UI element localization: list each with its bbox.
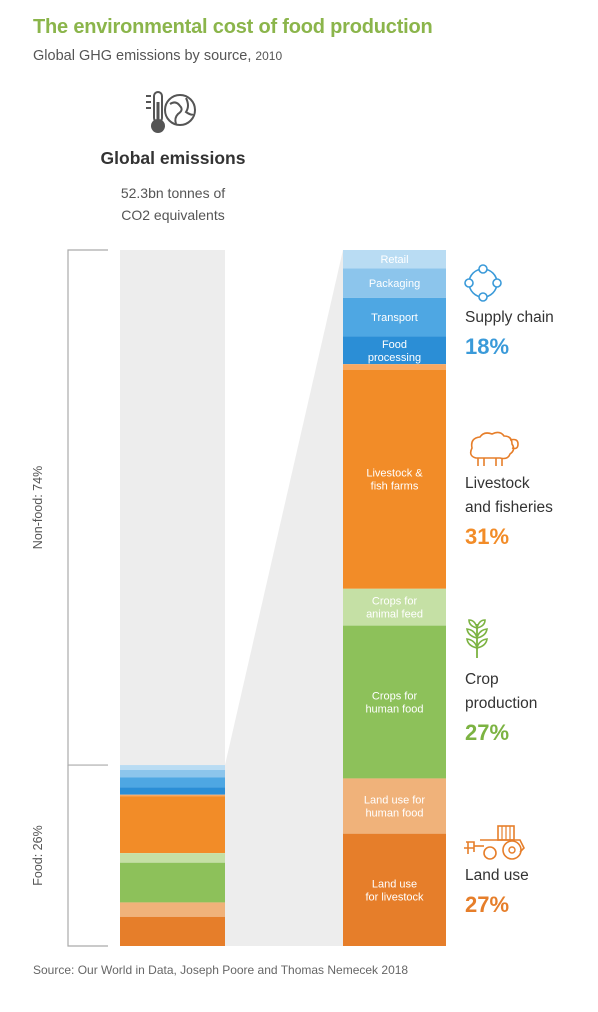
food-bar-segment [120,787,225,795]
thermometer-globe-icon [146,91,196,133]
category-percent: 27% [465,892,510,917]
category-name: Supply chain [465,309,554,326]
category-name: Crop [465,671,499,688]
sheep-icon [469,431,519,466]
segment-label: Food [382,339,407,351]
detail-bar-segment [343,297,446,337]
food-bar-segment [120,902,225,917]
food-bracket [67,765,108,947]
category-percent: 27% [465,720,510,745]
food-bar-segment [120,862,225,903]
segment-label: Land use [372,878,417,890]
detail-bar-segment [343,336,446,365]
category-livestock: Livestock and fisheries 31% [465,472,553,550]
category-name-line2: production [465,695,538,712]
category-name-line2: and fisheries [465,499,553,516]
segment-label: human food [365,704,423,716]
segment-label: Crops for [372,691,418,703]
segment-label: fish farms [371,481,419,493]
global-emissions-line2: CO2 equivalents [121,207,225,223]
global-emissions-line1: 52.3bn tonnes of [120,185,226,201]
bar-segment-non-food [120,250,225,766]
segment-label: Transport [371,312,418,324]
category-crop-production: Crop production 27% [465,668,537,746]
non-food-label: Non-food: 74% [31,466,45,549]
detail-bar-segment [343,833,446,946]
chart-subtitle: Global GHG emissions by source, 2010 [33,48,282,64]
source-note: Source: Our World in Data, Joseph Poore … [33,963,409,977]
global-emissions-value: 52.3bn tonnes of CO2 equivalents [73,182,273,226]
detail-bar-segment [343,369,446,589]
detail-bar-segment [343,250,446,269]
segment-label: Land use for [364,795,425,807]
subtitle-year: 2010 [255,49,283,63]
segment-label: animal feed [366,609,423,621]
subtitle-main: Global GHG emissions by source, [33,48,252,64]
food-bar-segment [120,916,225,946]
connector-shape [225,250,343,946]
segment-label: Livestock & [366,468,423,480]
tractor-icon [464,825,525,860]
food-bar-segment [120,769,225,778]
food-bar-segment [120,777,225,788]
segment-label: for livestock [365,891,424,903]
food-bar-segment [120,794,225,797]
segment-label: Retail [380,254,408,266]
chart-title: The environmental cost of food productio… [33,16,433,38]
food-label: Food: 26% [31,825,45,885]
segment-label: processing [368,352,421,364]
global-emissions-label: Global emissions [100,148,246,168]
category-land-use: Land use 27% [465,864,529,918]
segment-label: Packaging [369,278,420,290]
category-supply-chain: Supply chain 18% [465,306,554,360]
wheat-icon [466,619,488,658]
network-icon [464,264,502,302]
food-bar-segment [120,765,225,770]
detail-bar-segment [343,625,446,779]
category-name: Livestock [465,475,530,492]
food-bar-segment [120,796,225,854]
detail-bar-segment [343,588,446,626]
food-bar-segment [120,853,225,863]
segment-label: Crops for [372,596,418,608]
category-percent: 31% [465,524,510,549]
category-percent: 18% [465,334,510,359]
segment-label: human food [365,808,423,820]
detail-bar-segment [343,778,446,834]
non-food-bracket [67,249,108,766]
category-name: Land use [465,867,529,884]
detail-bar-segment [343,364,446,370]
detail-bar-segment [343,268,446,298]
